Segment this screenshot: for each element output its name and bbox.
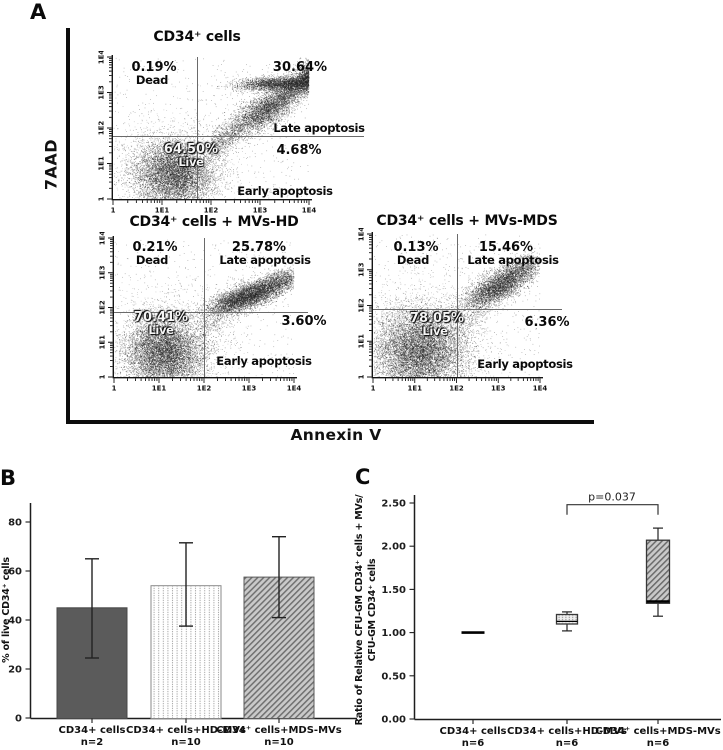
flow-plot-2: CD34⁺ cells + MVs-HD 0.21% Dead 25.78% Late … xyxy=(86,214,327,403)
flow-plot-3-early-label: Early apoptosis xyxy=(477,357,573,371)
quadrant-line-horizontal xyxy=(114,312,308,313)
box-ytick-label: 1.00 xyxy=(381,628,406,639)
panel-a-x-axis-title: Annexin V xyxy=(290,426,382,444)
flow-plot-3-live-pct: 78.05% xyxy=(409,311,465,326)
flow-plot-2-late-pct: 25.78% xyxy=(231,240,287,255)
box-3-n-label: n=6 xyxy=(647,738,669,749)
flow-plot-2-early-pct: 3.60% xyxy=(281,314,327,329)
bar-y-axis-title: % of live CD34⁺ cells xyxy=(1,557,12,663)
p-value-label: p=0.037 xyxy=(588,491,636,504)
flow-plot-2-late-label: Late apoptosis xyxy=(219,253,311,267)
panel-c: C 0.00 0.50 1.00 1.50 2.00 2.50 CD34+ cells n=6… xyxy=(350,458,723,750)
box-1-n-label: n=6 xyxy=(462,738,484,749)
panel-a-y-axis-title: 7AAD xyxy=(41,138,61,191)
flow-plot-3-dead-label: Dead xyxy=(396,253,430,267)
flow-plot-2-dead-pct: 0.21% xyxy=(132,240,178,255)
panel-a: A 7AAD Annexin V CD34⁺ cells 0.19% Dead 30.… xyxy=(30,0,594,444)
flow-plot-1-late-label: Late apoptosis xyxy=(273,121,365,135)
quadrant-line-vertical xyxy=(196,57,198,199)
panel-c-letter: C xyxy=(355,465,371,489)
flow-plot-1-early-label: Early apoptosis xyxy=(237,184,333,198)
panel-a-letter: A xyxy=(30,0,47,24)
box-ytick-label: 2.50 xyxy=(381,499,406,510)
panel-a-x-axis-line xyxy=(66,420,594,424)
box-2 xyxy=(555,613,579,625)
quadrant-line-horizontal xyxy=(373,309,562,311)
bar-ytick-label: 20 xyxy=(8,665,22,676)
bar-ytick-label: 0 xyxy=(15,714,22,725)
flow-plot-2-live-label: Live xyxy=(148,323,174,337)
bar-ytick-label: 80 xyxy=(8,518,22,529)
bar-1-n-label: n=2 xyxy=(81,737,103,748)
flow-plot-1-dead-pct: 0.19% xyxy=(131,60,177,75)
box-2-category-label: CD34+ cells+HD-MVs xyxy=(507,726,627,737)
flow-plot-1-live-pct: 64.50% xyxy=(163,142,219,157)
box-1-category-label: CD34+ cells xyxy=(440,726,507,737)
flow-plot-2-dead-label: Dead xyxy=(135,253,169,267)
bar-2-category-label: CD34+ cells+HD-MVs xyxy=(126,725,246,736)
box-3-whiskers xyxy=(653,527,663,617)
bar-3-category-label: CD34⁺ cells+MDS-MVs xyxy=(216,725,342,736)
bar-2-n-label: n=10 xyxy=(171,737,200,748)
bar-3-n-label: n=10 xyxy=(264,737,293,748)
flow-plot-3-dead-pct: 0.13% xyxy=(393,240,439,255)
bar-3-error-bar xyxy=(272,535,286,619)
box-ytick-label: 2.00 xyxy=(381,542,406,553)
quadrant-line-vertical xyxy=(456,234,458,377)
flow-plot-1-title: CD34⁺ cells xyxy=(153,29,241,45)
flow-scatter-canvas-1 xyxy=(85,51,321,225)
flow-plot-3-early-pct: 6.36% xyxy=(524,315,570,330)
bar-ytick-label: 40 xyxy=(8,616,22,627)
box-y-axis-title-line2: CFU-GM CD34⁺ cells xyxy=(367,558,378,661)
box-y-axis-title-line1: Ratio of Relative CFU-GM CD34⁺ cells + M… xyxy=(354,494,365,725)
flow-plot-1: CD34⁺ cells 0.19% Dead 30.64% Late apoptosis… xyxy=(85,29,365,225)
flow-plot-3-title: CD34⁺ cells + MVs-MDS xyxy=(376,213,558,229)
bar-1-category-label: CD34+ cells xyxy=(59,725,126,736)
flow-plot-2-title: CD34⁺ cells + MVs-HD xyxy=(129,214,299,230)
flow-plot-2-live-pct: 70.41% xyxy=(133,310,189,325)
flow-plot-3-late-label: Late apoptosis xyxy=(467,253,559,267)
bar-2-error-bar xyxy=(179,542,193,627)
box-ytick-label: 0.50 xyxy=(381,671,406,682)
box-2-n-label: n=6 xyxy=(556,738,578,749)
flow-scatter-canvas-3 xyxy=(345,228,552,403)
box-ytick-label: 0.00 xyxy=(381,715,406,726)
box-plot-chart: 0.00 0.50 1.00 1.50 2.00 2.50 CD34+ cells n=6 CD… xyxy=(350,460,723,750)
bar-chart: 0 20 40 60 80 CD34+ cells n=2 CD34+ cells+HD-MV… xyxy=(0,460,372,750)
flow-plot-1-early-pct: 4.68% xyxy=(276,143,322,158)
panel-b: B 0 20 40 60 80 CD34+ cells n=2 CD34+ cells+HD-… xyxy=(0,458,372,750)
flow-plot-3-live-label: Live xyxy=(422,324,448,338)
flow-plot-2-early-label: Early apoptosis xyxy=(216,354,312,368)
box-2-whiskers xyxy=(562,611,572,632)
significance-bracket xyxy=(566,504,659,515)
panel-b-letter: B xyxy=(0,466,17,490)
flow-scatter-canvas-2 xyxy=(86,232,306,403)
flow-plot-3: CD34⁺ cells + MVs-MDS 0.13% Dead 15.46% Late… xyxy=(345,213,573,403)
box-3 xyxy=(645,539,671,604)
panel-a-y-axis-line xyxy=(66,28,70,422)
bar-1-error-bar xyxy=(85,558,99,659)
box-ytick-label: 1.50 xyxy=(381,585,406,596)
quadrant-line-vertical xyxy=(204,238,205,377)
flow-plot-1-dead-label: Dead xyxy=(135,73,169,87)
quadrant-line-horizontal xyxy=(113,136,364,138)
flow-plot-3-late-pct: 15.46% xyxy=(478,240,534,255)
bar-ytick-label: 60 xyxy=(8,567,22,578)
box-3-category-label: CD34⁺ cells+MDS-MVs xyxy=(595,726,721,737)
flow-plot-1-late-pct: 30.64% xyxy=(272,60,328,75)
flow-plot-1-live-label: Live xyxy=(178,155,204,169)
